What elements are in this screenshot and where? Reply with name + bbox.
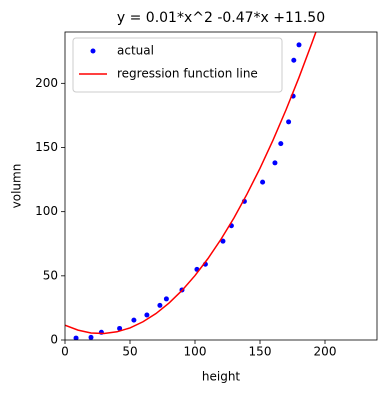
data-point xyxy=(286,119,292,125)
data-point xyxy=(117,325,123,331)
data-point xyxy=(291,57,297,63)
data-point xyxy=(88,334,94,340)
y-axis-label: volumn xyxy=(10,164,24,209)
data-point xyxy=(73,335,79,340)
data-point xyxy=(163,296,169,302)
legend-box xyxy=(72,37,283,93)
y-tick-label: 200 xyxy=(35,76,58,90)
data-point xyxy=(144,312,150,318)
x-tick-label: 0 xyxy=(61,345,69,359)
plot-area xyxy=(65,32,317,340)
data-point xyxy=(131,317,137,323)
data-point xyxy=(260,179,266,185)
data-point xyxy=(157,302,163,308)
data-point xyxy=(296,42,302,48)
legend-label: regression function line xyxy=(117,67,258,81)
data-point xyxy=(272,160,278,166)
x-axis-label: height xyxy=(202,370,241,384)
y-tick-label: 100 xyxy=(35,204,58,218)
legend-label: actual xyxy=(117,44,154,58)
y-tick-label: 150 xyxy=(35,140,58,154)
axes-frame xyxy=(64,31,378,341)
x-tick-label: 50 xyxy=(122,345,137,359)
y-tick-label: 50 xyxy=(43,268,58,282)
y-tick-label: 0 xyxy=(50,333,58,347)
legend-swatch xyxy=(90,48,96,54)
data-point xyxy=(278,141,284,147)
data-point xyxy=(220,238,226,244)
x-tick-label: 100 xyxy=(184,345,207,359)
x-tick-label: 200 xyxy=(314,345,337,359)
x-tick-label: 150 xyxy=(249,345,272,359)
chart-title: y = 0.01*x^2 -0.47*x +11.50 xyxy=(117,10,325,26)
regression-line xyxy=(65,32,317,335)
